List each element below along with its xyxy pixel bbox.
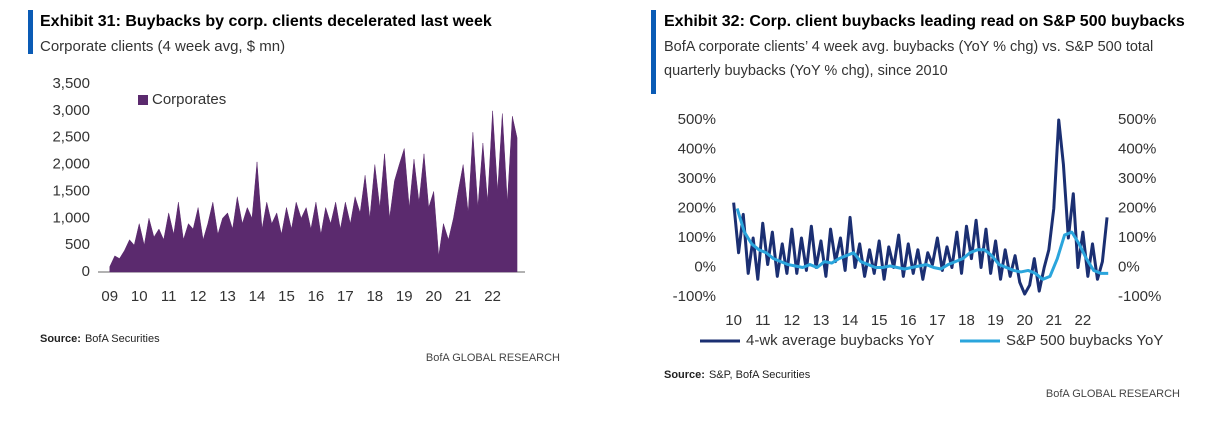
x-tick-label: 11: [755, 312, 771, 329]
y-tick-label: 100%: [678, 229, 716, 246]
legend-label: Corporates: [152, 91, 226, 108]
y-tick-label: -100%: [673, 288, 716, 305]
y2-tick-label: 0%: [1118, 258, 1140, 275]
y-tick-label: 3,000: [52, 102, 90, 119]
source-text: BofA Securities: [84, 333, 160, 345]
x-tick-label: 20: [1016, 312, 1033, 329]
x-tick-label: 16: [900, 312, 917, 329]
accent-bar: [651, 10, 656, 94]
y2-tick-label: 100%: [1118, 229, 1156, 246]
x-tick-label: 14: [842, 312, 859, 329]
x-tick-label: 13: [813, 312, 830, 329]
x-tick-label: 09: [101, 288, 118, 305]
area: [109, 110, 518, 273]
legend-label: 4-wk average buybacks YoY: [746, 332, 934, 349]
y-tick-label: 2,500: [52, 129, 90, 146]
y-tick-label: 400%: [678, 140, 716, 157]
x-tick-label: 11: [161, 288, 177, 305]
x-tick-label: 21: [1045, 312, 1062, 329]
x-tick-label: 20: [425, 288, 442, 305]
x-tick-label: 12: [784, 312, 801, 329]
accent-bar: [28, 10, 33, 54]
y-tick-label: 500%: [678, 111, 716, 128]
source: Source: BofA Securities: [40, 333, 160, 345]
y-tick-label: 200%: [678, 199, 716, 216]
y-tick-label: 500: [65, 236, 90, 253]
x-tick-label: 12: [190, 288, 207, 305]
x-tick-label: 21: [455, 288, 472, 305]
y2-tick-label: 400%: [1118, 140, 1156, 157]
y-tick-label: 1,500: [52, 182, 90, 199]
line: [735, 208, 1109, 281]
x-tick-label: 18: [958, 312, 975, 329]
footer: BofA GLOBAL RESEARCH: [425, 352, 560, 364]
legend-label: S&P 500 buybacks YoY: [1006, 332, 1163, 349]
x-tick-label: 15: [278, 288, 295, 305]
x-tick-label: 19: [987, 312, 1004, 329]
y-tick-label: 300%: [678, 170, 716, 187]
x-tick-label: 15: [871, 312, 888, 329]
y2-tick-label: 500%: [1118, 111, 1156, 128]
x-tick-label: 18: [366, 288, 383, 305]
y-tick-label: 0: [82, 263, 90, 280]
source-text: S&P, BofA Securities: [708, 369, 811, 381]
chart-title: Exhibit 32: Corp. client buybacks leadin…: [664, 13, 1185, 30]
y-tick-label: 3,500: [52, 75, 90, 92]
footer: BofA GLOBAL RESEARCH: [1045, 388, 1180, 400]
x-tick-label: 17: [929, 312, 946, 329]
x-tick-label: 19: [396, 288, 413, 305]
chart-title: Exhibit 31: Buybacks by corp. clients de…: [40, 13, 492, 30]
y2-tick-label: -100%: [1118, 288, 1161, 305]
chart-subtitle: BofA corporate clients’ 4 week avg. buyb…: [664, 39, 1154, 79]
x-tick-label: 13: [219, 288, 236, 305]
y-tick-label: 2,000: [52, 156, 90, 173]
x-tick-label: 22: [484, 288, 501, 305]
x-tick-label: 10: [725, 312, 742, 329]
x-tick-label: 10: [131, 288, 148, 305]
line: [732, 118, 1109, 296]
x-tick-label: 17: [337, 288, 354, 305]
source-label: Source:: [40, 333, 81, 345]
legend-swatch: [138, 95, 148, 105]
y2-tick-label: 200%: [1118, 199, 1156, 216]
y2-tick-label: 300%: [1118, 170, 1156, 187]
chart-subtitle: Corporate clients (4 week avg, $ mn): [40, 38, 286, 55]
x-tick-label: 14: [249, 288, 266, 305]
y-tick-label: 1,000: [52, 209, 90, 226]
source-label: Source:: [664, 369, 705, 381]
x-tick-label: 16: [308, 288, 325, 305]
y-tick-label: 0%: [694, 258, 716, 275]
source: Source: S&P, BofA Securities: [664, 369, 810, 381]
x-tick-label: 22: [1075, 312, 1092, 329]
